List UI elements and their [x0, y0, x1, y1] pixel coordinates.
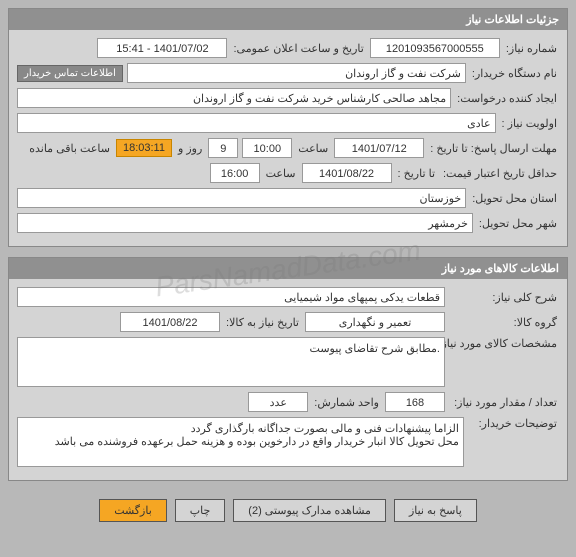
back-button[interactable]: بازگشت: [99, 499, 167, 522]
qty-field: 168: [385, 392, 445, 412]
days-label: روز و: [176, 142, 204, 155]
buyer-contact-button[interactable]: اطلاعات تماس خریدار: [17, 65, 123, 82]
buyer-notes-textarea: الزاما پیشنهادات فنی و مالی بصورت جداگان…: [17, 417, 464, 467]
price-valid-date-field: 1401/08/22: [302, 163, 392, 183]
desc-label: شرح کلی نیاز:: [449, 291, 559, 304]
need-date-field: 1401/08/22: [120, 312, 220, 332]
need-number-field: 1201093567000555: [370, 38, 500, 58]
need-number-label: شماره نیاز:: [504, 42, 559, 55]
price-valid-label: حداقل تاریخ اعتبار قیمت:: [441, 167, 559, 180]
province-field: خوزستان: [17, 188, 466, 208]
deadline-label: مهلت ارسال پاسخ: تا تاریخ :: [428, 142, 559, 155]
hours-remain-badge: 18:03:11: [116, 139, 172, 157]
time-label-1: ساعت: [296, 142, 330, 155]
city-field: خرمشهر: [17, 213, 473, 233]
panel2-header: اطلاعات کالاهای مورد نیاز: [9, 258, 567, 279]
action-buttons-row: پاسخ به نیاز مشاهده مدارک پیوستی (2) چاپ…: [8, 491, 568, 530]
spec-textarea: .مطابق شرح تقاضای پیوست: [17, 337, 445, 387]
unit-field: عدد: [248, 392, 308, 412]
creator-field: مجاهد صالحی کارشناس خرید شرکت نفت و گاز …: [17, 88, 451, 108]
deadline-time-field: 10:00: [242, 138, 292, 158]
qty-label: تعداد / مقدار مورد نیاز:: [449, 396, 559, 409]
hours-label: ساعت باقی مانده: [27, 142, 112, 155]
respond-button[interactable]: پاسخ به نیاز: [394, 499, 477, 522]
desc-field: قطعات یدکی پمپهای مواد شیمیایی: [17, 287, 445, 307]
deadline-date-field: 1401/07/12: [334, 138, 424, 158]
group-field: تعمیر و نگهداری: [305, 312, 445, 332]
price-valid-time-field: 16:00: [210, 163, 260, 183]
announce-label: تاریخ و ساعت اعلان عمومی:: [231, 42, 365, 55]
goods-info-panel: اطلاعات کالاهای مورد نیاز شرح کلی نیاز: …: [8, 257, 568, 481]
buyer-notes-label: توضیحات خریدار:: [468, 417, 559, 430]
time-label-2: ساعت: [264, 167, 298, 180]
group-label: گروه کالا:: [449, 316, 559, 329]
need-details-panel: جزئیات اطلاعات نیاز شماره نیاز: 12010935…: [8, 8, 568, 247]
price-valid-label2: تا تاریخ :: [396, 167, 437, 180]
buyer-org-label: نام دستگاه خریدار:: [470, 67, 559, 80]
unit-label: واحد شمارش:: [312, 396, 381, 409]
spec-label: مشخصات کالای مورد نیاز:: [449, 337, 559, 350]
view-docs-button[interactable]: مشاهده مدارک پیوستی (2): [233, 499, 386, 522]
city-label: شهر محل تحویل:: [477, 217, 559, 230]
creator-label: ایجاد کننده درخواست:: [455, 92, 559, 105]
days-remain-field: 9: [208, 138, 238, 158]
buyer-org-field: شرکت نفت و گاز اروندان: [127, 63, 466, 83]
announce-field: 1401/07/02 - 15:41: [97, 38, 227, 58]
print-button[interactable]: چاپ: [175, 499, 226, 522]
need-date-label: تاریخ نیاز به کالا:: [224, 316, 301, 329]
priority-label: اولویت نیاز :: [500, 117, 559, 130]
priority-field: عادی: [17, 113, 496, 133]
panel1-header: جزئیات اطلاعات نیاز: [9, 9, 567, 30]
province-label: استان محل تحویل:: [470, 192, 559, 205]
